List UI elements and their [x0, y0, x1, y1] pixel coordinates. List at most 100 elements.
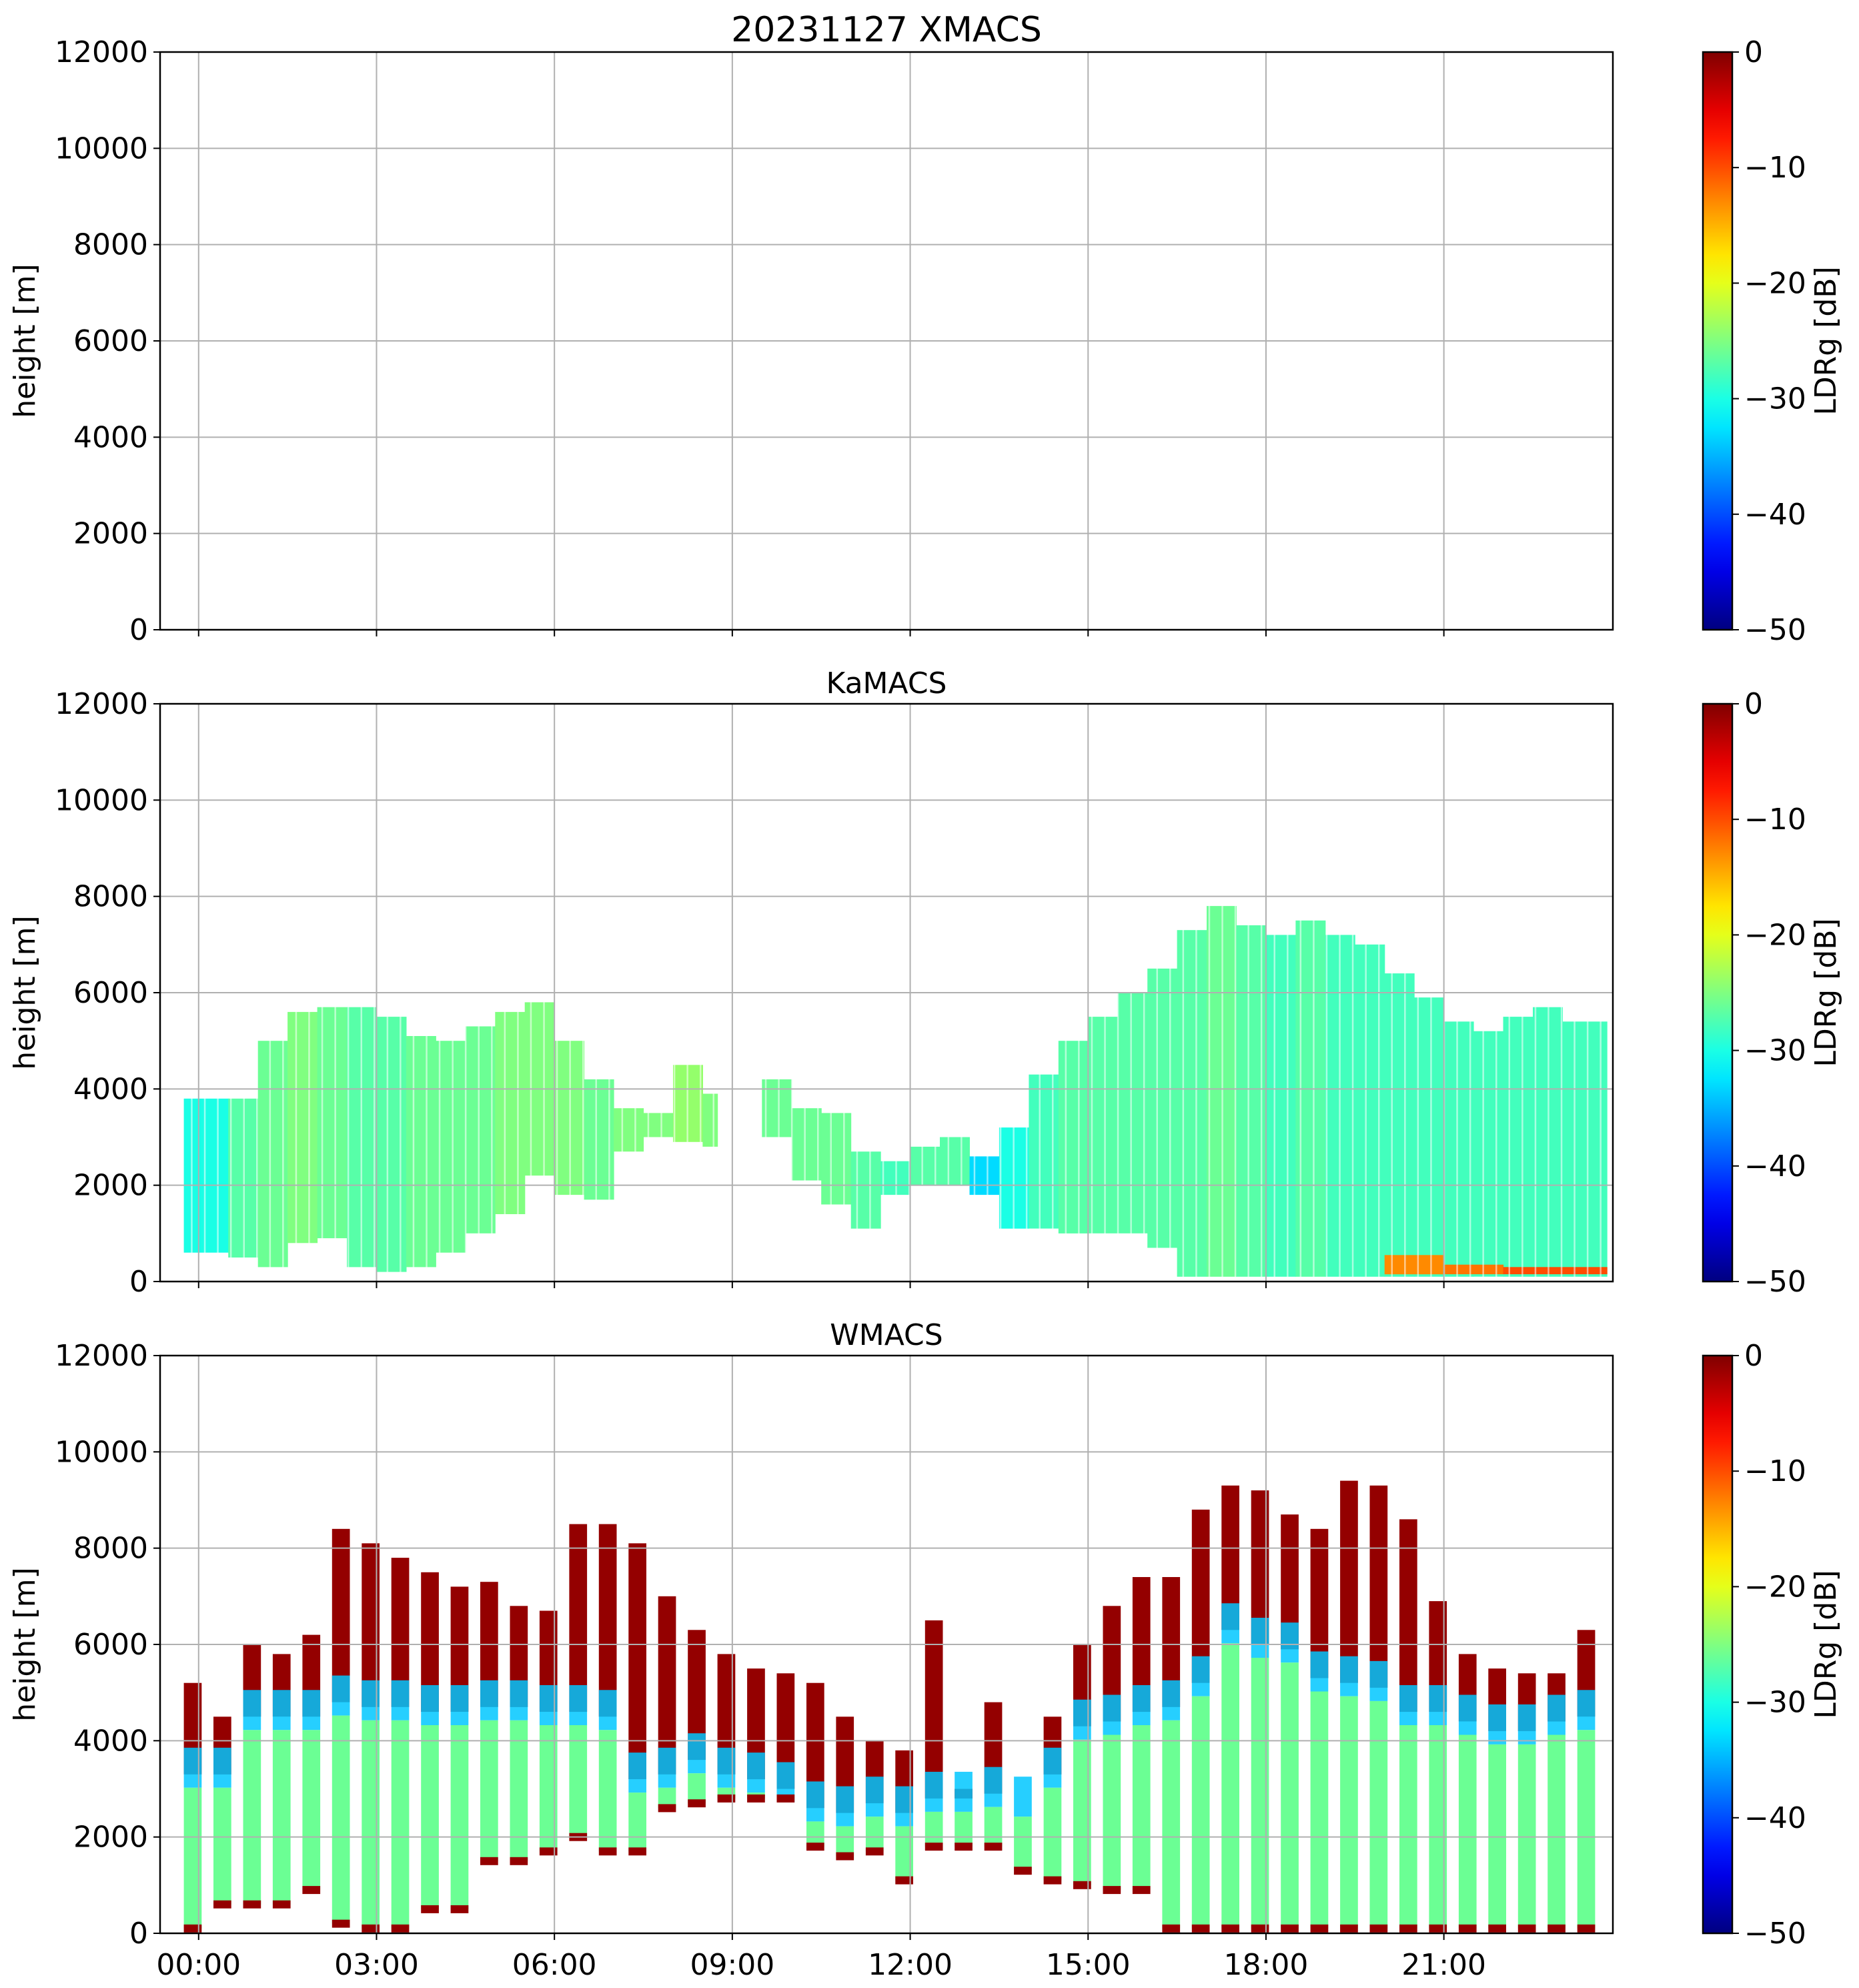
saturated-column [924, 1620, 943, 1799]
ground-clutter [539, 1847, 558, 1856]
ground-clutter [924, 1843, 943, 1851]
colorbar-tick-label: −10 [1744, 1454, 1806, 1488]
ground-clutter [1103, 1886, 1121, 1895]
colorbar-tick-label: −40 [1744, 498, 1806, 532]
colorbar-label: LDRg [dB] [1809, 1570, 1843, 1718]
ground-clutter [1517, 1924, 1536, 1933]
saturated-column [1369, 1485, 1388, 1688]
transition-band [1340, 1656, 1358, 1696]
transition-band [243, 1690, 261, 1730]
echo-cell [1088, 1017, 1119, 1233]
echo-cell [183, 1098, 229, 1253]
panel-1: 0 2000 4000 6000 8000 10000 12000 height [m] 202… [8, 10, 1843, 647]
y-axis-label: height [m] [8, 1567, 42, 1721]
transition-band [1281, 1622, 1299, 1663]
ground-clutter [1547, 1924, 1566, 1933]
rain-column [924, 1811, 943, 1847]
ground-clutter [776, 1794, 795, 1803]
y-tick-label: 4000 [73, 1724, 148, 1758]
y-tick-label: 2000 [73, 1169, 148, 1203]
y-tick-label: 0 [129, 613, 148, 647]
ground-clutter [836, 1852, 854, 1861]
ground-clutter [1191, 1924, 1210, 1933]
y-tick-label: 10000 [55, 1435, 148, 1469]
ground-clutter [717, 1794, 736, 1803]
colorbar-tick-label: −40 [1744, 1149, 1806, 1183]
ground-clutter [1281, 1924, 1299, 1933]
ground-clutter [480, 1857, 498, 1865]
y-tick-label: 4000 [73, 420, 148, 454]
echo-cell [1117, 993, 1148, 1233]
ground-clutter [895, 1876, 913, 1885]
echo-cell [1473, 1031, 1504, 1277]
y-tick-label: 6000 [73, 324, 148, 358]
ground-clutter [984, 1843, 1003, 1851]
transition-band [1043, 1747, 1062, 1788]
x-tick-label: 09:00 [690, 1948, 774, 1982]
saturated-column [332, 1528, 350, 1702]
transition-band [658, 1747, 676, 1788]
ground-clutter [1251, 1924, 1269, 1933]
rain-column [1577, 1730, 1596, 1929]
colorbar-label: LDRg [dB] [1809, 266, 1843, 415]
rain-column [984, 1807, 1003, 1847]
saturated-column [658, 1596, 676, 1775]
transition-band [984, 1767, 1003, 1807]
colorbar-tick-label: −20 [1744, 918, 1806, 952]
echo-cell [850, 1151, 881, 1229]
ground-clutter [1073, 1881, 1091, 1889]
echo-cell [1384, 1255, 1445, 1275]
transition-band [955, 1771, 973, 1812]
colorbar-gradient [1702, 1354, 1734, 1935]
ground-clutter [1488, 1924, 1506, 1933]
transition-band [628, 1753, 646, 1793]
rain-column [213, 1787, 231, 1905]
rain-column [1310, 1691, 1329, 1929]
rain-column [243, 1730, 261, 1905]
rain-column [1281, 1662, 1299, 1929]
rain-column [1103, 1734, 1121, 1891]
transition-band [1221, 1603, 1239, 1644]
echo-cell [1355, 944, 1385, 1277]
transition-band [924, 1771, 943, 1812]
ground-clutter [658, 1804, 676, 1813]
rain-column [1162, 1720, 1181, 1929]
y-tick-label: 10000 [55, 783, 148, 817]
panel-title: WMACS [830, 1318, 943, 1352]
transition-band [836, 1786, 854, 1827]
rain-column [391, 1720, 410, 1929]
ground-clutter [1369, 1924, 1388, 1933]
echo-cell [406, 1036, 436, 1268]
rain-column [450, 1725, 469, 1909]
x-tick-label: 15:00 [1046, 1948, 1131, 1982]
ground-clutter [688, 1799, 706, 1808]
echo-cell [1384, 973, 1415, 1277]
rain-column [1369, 1700, 1388, 1929]
y-tick-label: 0 [129, 1265, 148, 1299]
rain-column [302, 1730, 321, 1891]
y-tick-label: 8000 [73, 880, 148, 914]
y-axis-label: height [m] [8, 264, 42, 418]
panel-title: KaMACS [826, 666, 947, 700]
saturated-column [1340, 1480, 1358, 1683]
colorbar-tick-label: −50 [1744, 1265, 1806, 1299]
y-tick-label: 6000 [73, 1628, 148, 1662]
ground-clutter [1043, 1876, 1062, 1885]
ground-clutter [955, 1843, 973, 1851]
echo-cell [1443, 1264, 1504, 1275]
rain-column [688, 1773, 706, 1804]
rain-column [1458, 1734, 1477, 1929]
transition-band [480, 1680, 498, 1720]
colorbar-tick-label: 0 [1744, 35, 1763, 69]
transition-band [1103, 1694, 1121, 1735]
echo-cell [495, 1011, 526, 1214]
x-tick-label: 21:00 [1401, 1948, 1486, 1982]
rain-column [1340, 1696, 1358, 1929]
colorbar: 0 −10 −20 −30 −40 −50 LDRg [dB] [1702, 687, 1843, 1299]
saturated-column [628, 1543, 646, 1779]
echo-cell [940, 1137, 970, 1185]
y-tick-label: 8000 [73, 1532, 148, 1566]
rain-column [1399, 1725, 1417, 1929]
echo-cell [791, 1108, 822, 1181]
echo-cell [614, 1108, 644, 1152]
